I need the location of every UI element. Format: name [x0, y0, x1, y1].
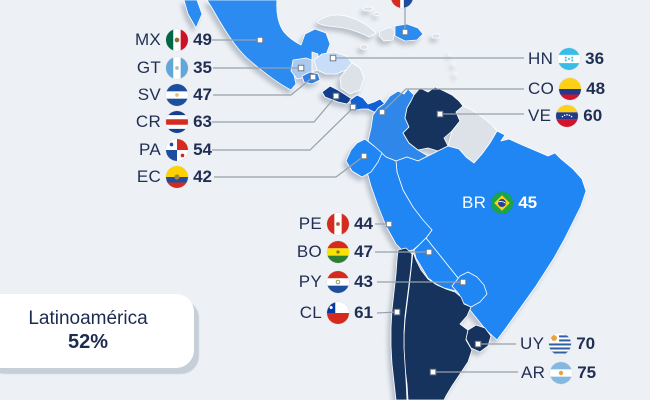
country-code: PA [139, 140, 162, 159]
country-value: 61 [354, 303, 373, 322]
costa-rica-flag-icon [166, 111, 189, 133]
country-row-bo: BO 47 [297, 240, 373, 264]
map-country-jm [359, 44, 369, 50]
country-row-uy: UY 70 [520, 332, 595, 356]
connector-lines [212, 8, 524, 373]
country-code: PY [298, 272, 323, 291]
map-country-cl [390, 247, 413, 400]
country-code: HN [528, 49, 554, 68]
country-code: GT [136, 58, 162, 77]
country-value: 60 [583, 106, 603, 125]
bolivia-flag-icon [327, 241, 350, 263]
guatemala-flag-icon [166, 57, 189, 79]
ecuador-flag-icon [166, 166, 189, 188]
country-row-br: BR 45 [462, 191, 537, 215]
country-code: AR [521, 363, 546, 382]
country-code: EC [136, 167, 162, 186]
country-row-cl: CL 61 [300, 301, 373, 325]
country-row-ec: EC 42 [137, 165, 212, 189]
country-code: SV [137, 85, 162, 104]
country-row-cr: CR 63 [136, 110, 212, 134]
country-row-sv: SV 47 [138, 83, 212, 107]
country-row-co: CO 48 [528, 77, 605, 101]
latinoamerica-summary-card: Latinoamérica 52% [0, 294, 194, 368]
map-country-cu [316, 14, 377, 38]
mexico-flag-icon [166, 29, 189, 51]
summary-value: 52% [67, 331, 109, 353]
country-row-mx: MX 49 [135, 28, 212, 52]
venezuela-flag-icon [556, 105, 579, 127]
map-country-do [394, 23, 424, 42]
map-antilles-2 [452, 62, 456, 66]
country-value: 63 [193, 112, 212, 131]
map-country-ni [339, 62, 365, 95]
country-row-pa: PA 54 [139, 138, 212, 162]
el-salvador-flag-icon [166, 84, 189, 106]
country-code: VE [528, 106, 552, 125]
country-row-gt: GT 35 [137, 56, 212, 80]
country-code: CL [299, 303, 323, 322]
peru-flag-icon [327, 213, 350, 235]
country-code: BR [462, 193, 487, 212]
country-code: CR [135, 112, 162, 131]
summary-label: Latinoamérica [28, 308, 148, 329]
country-value: 47 [354, 242, 373, 261]
country-value: 48 [586, 79, 606, 98]
map-point-markers [256, 28, 482, 376]
country-value: 44 [354, 214, 373, 233]
map-bahamas [362, 6, 374, 12]
country-code: BO [296, 242, 323, 261]
country-value: 43 [354, 272, 373, 291]
paraguay-flag-icon [327, 271, 350, 293]
country-row-ar: AR 75 [521, 361, 596, 385]
country-row-pe: PE 44 [299, 212, 373, 236]
map-baja-california [183, 0, 203, 29]
map-country-ht [378, 26, 396, 42]
argentina-flag-icon [550, 362, 573, 384]
country-row-py: PY 43 [299, 270, 373, 294]
brazil-flag-icon [491, 192, 514, 214]
map-country-pr [431, 33, 441, 39]
country-value: 54 [193, 140, 212, 159]
panama-flag-icon [166, 139, 189, 161]
country-value: 42 [193, 167, 212, 186]
honduras-flag-icon [558, 48, 581, 70]
map-country-ve [402, 86, 464, 152]
country-value: 70 [576, 334, 596, 353]
chile-flag-icon [327, 302, 350, 324]
country-code: MX [134, 30, 162, 49]
dominican-republic-flag-icon [391, 0, 413, 8]
country-code: PE [298, 214, 323, 233]
country-value: 35 [193, 58, 212, 77]
map-antilles-3 [454, 72, 458, 76]
uruguay-flag-icon [549, 333, 572, 355]
colombia-flag-icon [559, 78, 582, 100]
country-value: 36 [585, 49, 605, 68]
country-row-hn: HN 36 [528, 47, 604, 71]
map-bahamas-2 [373, 12, 381, 16]
country-value: 75 [577, 363, 597, 382]
country-row-ve: VE 60 [528, 104, 602, 128]
country-value: 45 [518, 193, 538, 212]
country-value: 49 [193, 30, 212, 49]
map-country-uy [465, 324, 492, 353]
country-code: UY [520, 334, 545, 353]
country-value: 47 [193, 85, 212, 104]
country-code: CO [528, 79, 555, 98]
map-antilles-1 [448, 52, 452, 56]
